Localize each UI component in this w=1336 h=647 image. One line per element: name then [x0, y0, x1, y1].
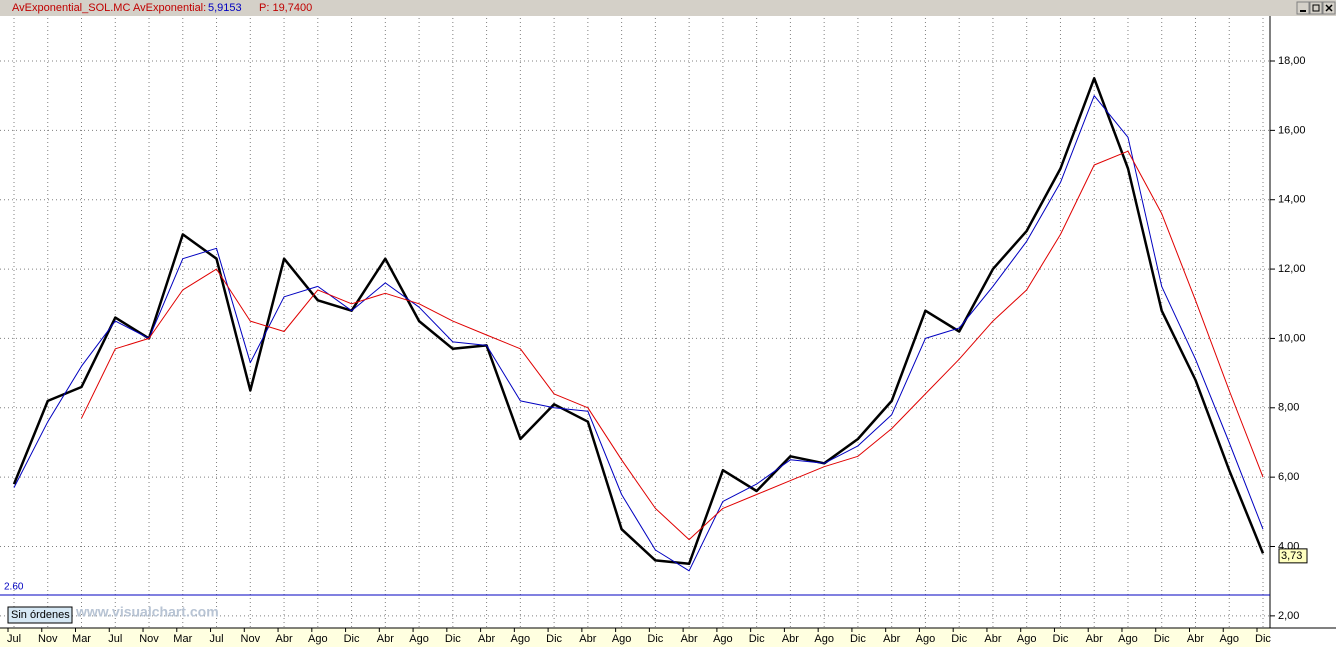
x-tick-label: Abr — [984, 633, 1001, 645]
x-tick-label: Abr — [1086, 633, 1103, 645]
x-tick-label: Ago — [713, 633, 733, 645]
plot-area — [0, 16, 1270, 628]
last-price-box — [1278, 548, 1308, 564]
y-tick-label: 12,00 — [1278, 263, 1306, 275]
x-tick-label: Nov — [38, 633, 58, 645]
x-tick-label: Dic — [546, 633, 562, 645]
series-line — [12, 77, 1265, 566]
x-tick-label: Dic — [951, 633, 967, 645]
x-tick-label: Nov — [241, 633, 261, 645]
x-tick-label: Jul — [210, 633, 224, 645]
x-tick-label: Abr — [681, 633, 698, 645]
x-axis-area — [0, 628, 1270, 647]
level-label: 2.60 — [4, 582, 24, 593]
x-tick-label: Ago — [511, 633, 531, 645]
x-tick-label: Dic — [850, 633, 866, 645]
x-tick-label: Dic — [344, 633, 360, 645]
series-line — [13, 95, 1264, 572]
x-tick-label: Abr — [275, 633, 292, 645]
y-tick-label: 8,00 — [1278, 402, 1299, 414]
x-tick-label: Dic — [1255, 633, 1271, 645]
symbol: AvExponential_SOL.MC — [12, 2, 130, 14]
x-tick-label: Abr — [1187, 633, 1204, 645]
y-tick-label: 16,00 — [1278, 124, 1306, 136]
y-axis-area — [1270, 16, 1336, 647]
icon — [1325, 4, 1333, 12]
x-tick-label: Mar — [173, 633, 192, 645]
y-tick-label: 14,00 — [1278, 194, 1306, 206]
x-tick-label: Jul — [108, 633, 122, 645]
marks: 2.60 3,73 — [0, 77, 1308, 596]
x-tick-label: Abr — [579, 633, 596, 645]
grid: 2,004,006,008,0010,0012,0014,0016,0018,0… — [0, 18, 1306, 645]
y-tick-label: 18,00 — [1278, 55, 1306, 67]
x-tick-label: Mar — [72, 633, 91, 645]
header-bar — [0, 0, 1336, 16]
x-tick-label: Ago — [308, 633, 328, 645]
y-tick-label: 2,00 — [1278, 610, 1299, 622]
x-tick-label: Ago — [916, 633, 936, 645]
watermark: www.visualchart.com — [75, 604, 219, 620]
x-tick-label: Dic — [1053, 633, 1069, 645]
x-tick-label: Ago — [1219, 633, 1239, 645]
last-price-label: 3,73 — [1281, 550, 1302, 562]
x-tick-label: Dic — [647, 633, 663, 645]
maximize-button[interactable] — [1309, 1, 1323, 15]
x-tick-label: Abr — [478, 633, 495, 645]
orders-button-label: Sin órdenes — [11, 609, 70, 621]
icon — [1312, 4, 1320, 12]
x-tick-label: Ago — [612, 633, 632, 645]
x-tick-label: Ago — [1118, 633, 1138, 645]
orders-button[interactable] — [7, 606, 73, 624]
x-tick-label: Abr — [377, 633, 394, 645]
indicator-value: 5,9153 — [208, 2, 242, 14]
series-line — [81, 150, 1264, 541]
x-tick-label: Dic — [749, 633, 765, 645]
x-tick-label: Abr — [883, 633, 900, 645]
x-tick-label: Dic — [1154, 633, 1170, 645]
header: AvExponential_SOL.MC AvExponential: 5,91… — [12, 2, 312, 14]
x-tick-label: Ago — [1017, 633, 1037, 645]
y-tick-label: 6,00 — [1278, 471, 1299, 483]
price-label: P: 19,7400 — [259, 2, 312, 14]
indicator-label: AvExponential: — [133, 2, 206, 14]
x-tick-label: Nov — [139, 633, 159, 645]
window-buttons — [1296, 1, 1336, 15]
minimize-button[interactable] — [1296, 1, 1310, 15]
x-tick-label: Ago — [814, 633, 834, 645]
x-tick-label: Jul — [7, 633, 21, 645]
x-tick-label: Ago — [409, 633, 429, 645]
x-tick-label: Abr — [782, 633, 799, 645]
x-tick-label: Dic — [445, 633, 461, 645]
y-tick-label: 10,00 — [1278, 332, 1306, 344]
